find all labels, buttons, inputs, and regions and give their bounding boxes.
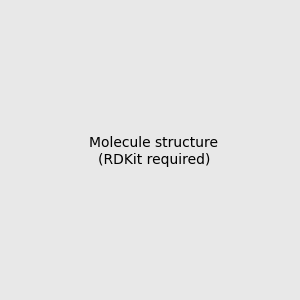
Text: Molecule structure
(RDKit required): Molecule structure (RDKit required) — [89, 136, 218, 166]
